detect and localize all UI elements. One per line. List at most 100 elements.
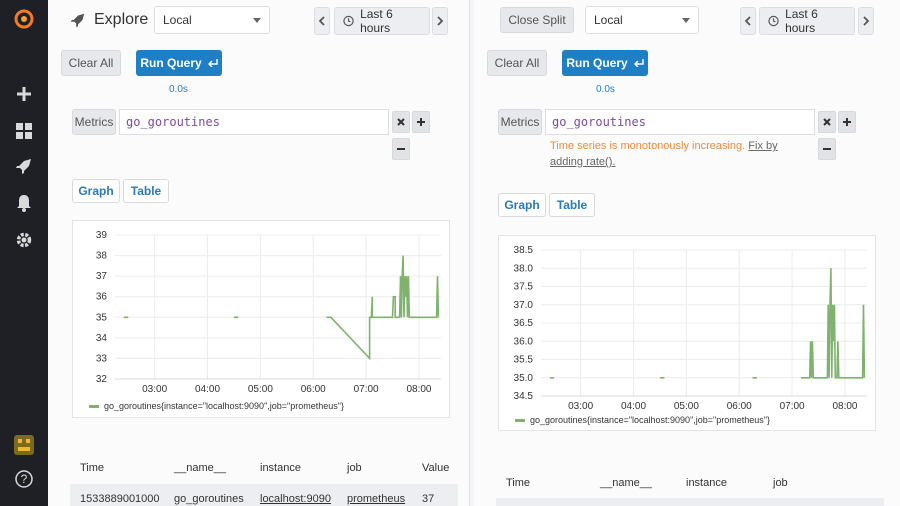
datasource-select[interactable]: Local — [585, 6, 699, 34]
series-line — [549, 268, 866, 379]
x-tick-label: 04:00 — [195, 384, 220, 393]
table-header-name[interactable]: __name__ — [174, 462, 226, 474]
y-tick-label: 36 — [96, 292, 108, 303]
y-tick-label: 38.0 — [514, 263, 534, 274]
x-tick-label: 07:00 — [780, 401, 805, 410]
table-header-time[interactable]: Time — [80, 462, 105, 474]
clock-icon — [768, 15, 779, 27]
help-icon[interactable]: ? — [0, 462, 48, 496]
query-field[interactable]: go_goroutines — [545, 109, 815, 135]
remove-query-button[interactable] — [392, 111, 410, 133]
x-tick-label: 05:00 — [248, 384, 273, 393]
collapse-query-button[interactable] — [392, 138, 410, 160]
sidebar: ? — [0, 0, 48, 506]
time-back-button[interactable] — [740, 7, 756, 35]
alerting-icon[interactable] — [0, 186, 48, 220]
add-query-button[interactable] — [838, 111, 856, 133]
graph-panel: 39 38 37 36 35 34 33 32 03:00 04:00 05:00 06:00 07:0… — [72, 220, 450, 418]
tab-graph[interactable]: Graph — [72, 179, 120, 203]
x-tick-label: 08:00 — [406, 384, 431, 393]
plus-icon[interactable] — [0, 77, 48, 111]
run-query-button[interactable]: Run Query — [562, 50, 648, 76]
tab-table[interactable]: Table — [123, 179, 169, 203]
gear-icon[interactable] — [0, 223, 48, 257]
explore-icon[interactable] — [0, 149, 48, 183]
x-tick-label: 04:00 — [621, 401, 646, 410]
table-header-name[interactable]: __name__ — [600, 477, 652, 489]
y-tick-label: 32 — [96, 374, 108, 385]
x-tick-label: 03:00 — [142, 384, 167, 393]
explore-pane-right: Close Split Local Last 6 hours Clear All… — [474, 0, 900, 506]
time-range-button[interactable]: Last 6 hours — [759, 7, 855, 35]
table-header-time[interactable]: Time — [506, 477, 531, 489]
query-field[interactable]: go_goroutines — [119, 109, 389, 135]
run-query-button[interactable]: Run Query — [136, 50, 222, 76]
metrics-button[interactable]: Metrics — [72, 109, 116, 135]
caret-down-icon — [682, 17, 690, 23]
chevron-right-icon — [863, 16, 870, 26]
y-tick-label: 34.5 — [514, 391, 534, 402]
elapsed-time: 0.0s — [596, 84, 615, 95]
close-icon — [397, 118, 405, 126]
explore-icon — [70, 13, 85, 28]
dashboards-icon[interactable] — [0, 114, 48, 148]
explore-pane-left: Explore Local Last 6 hours Clear All Run… — [48, 0, 470, 506]
y-tick-label: 35 — [96, 312, 108, 323]
page-title: Explore — [94, 11, 149, 28]
graph-legend[interactable]: go_goroutines{instance="localhost:9090",… — [89, 401, 344, 411]
graph-canvas: 38.5 38.0 37.5 37.0 36.5 36.0 35.5 35.0 34.5 03:0… — [514, 245, 867, 410]
x-tick-label: 07:00 — [354, 384, 379, 393]
y-tick-label: 33 — [96, 353, 108, 364]
plus-icon — [417, 118, 425, 126]
tab-table[interactable]: Table — [549, 193, 595, 217]
remove-query-button[interactable] — [818, 111, 836, 133]
metrics-button[interactable]: Metrics — [498, 109, 542, 135]
x-tick-label: 03:00 — [568, 401, 593, 410]
chevron-right-icon — [437, 16, 444, 26]
chevron-left-icon — [744, 16, 751, 26]
time-range-button[interactable]: Last 6 hours — [334, 7, 430, 35]
series-line — [123, 255, 440, 361]
tab-graph[interactable]: Graph — [498, 193, 546, 217]
add-query-button[interactable] — [412, 111, 430, 133]
time-forward-button[interactable] — [432, 7, 448, 35]
clear-all-button[interactable]: Clear All — [487, 50, 547, 76]
table-row: 1533889001000 go_goroutines localhost:90… — [70, 484, 458, 506]
minus-icon — [823, 148, 831, 150]
x-tick-label: 08:00 — [832, 401, 857, 410]
table-header-instance[interactable]: instance — [686, 477, 727, 489]
table-cell-name: go_goroutines — [174, 493, 244, 505]
table-header-value[interactable]: Value — [422, 462, 450, 474]
graph-legend[interactable]: go_goroutines{instance="localhost:9090",… — [515, 415, 770, 425]
table-header-job[interactable]: job — [773, 477, 788, 489]
avatar[interactable] — [0, 428, 48, 462]
y-tick-label: 39 — [96, 230, 108, 241]
table-cell-instance[interactable]: localhost:9090 — [260, 493, 331, 505]
table-header-instance[interactable]: instance — [260, 462, 301, 474]
enter-icon — [207, 59, 218, 67]
legend-swatch — [89, 404, 99, 408]
close-split-button[interactable]: Close Split — [500, 7, 574, 33]
time-back-button[interactable] — [314, 7, 330, 35]
collapse-query-button[interactable] — [818, 138, 836, 160]
y-tick-label: 38 — [96, 251, 108, 262]
time-forward-button[interactable] — [858, 7, 874, 35]
minus-icon — [397, 148, 405, 150]
table-header-job[interactable]: job — [347, 462, 362, 474]
x-tick-label: 06:00 — [727, 401, 752, 410]
table-cell-job[interactable]: prometheus — [347, 493, 406, 505]
clear-all-button[interactable]: Clear All — [61, 50, 121, 76]
legend-swatch — [515, 418, 525, 422]
fix-hint-link[interactable]: Fix by adding rate(). — [550, 140, 778, 168]
plus-icon — [843, 118, 851, 126]
y-tick-label: 34 — [96, 333, 108, 344]
explore-header: Explore — [70, 8, 148, 32]
y-tick-label: 37.5 — [514, 282, 534, 293]
caret-down-icon — [253, 17, 261, 23]
query-hint: Time series is monotonously increasing. … — [550, 140, 778, 168]
grafana-logo-icon[interactable] — [0, 2, 48, 36]
datasource-select[interactable]: Local — [154, 6, 270, 34]
clock-icon — [343, 15, 354, 27]
y-tick-label: 37.0 — [514, 300, 534, 311]
table-cell-value: 37 — [422, 493, 435, 505]
